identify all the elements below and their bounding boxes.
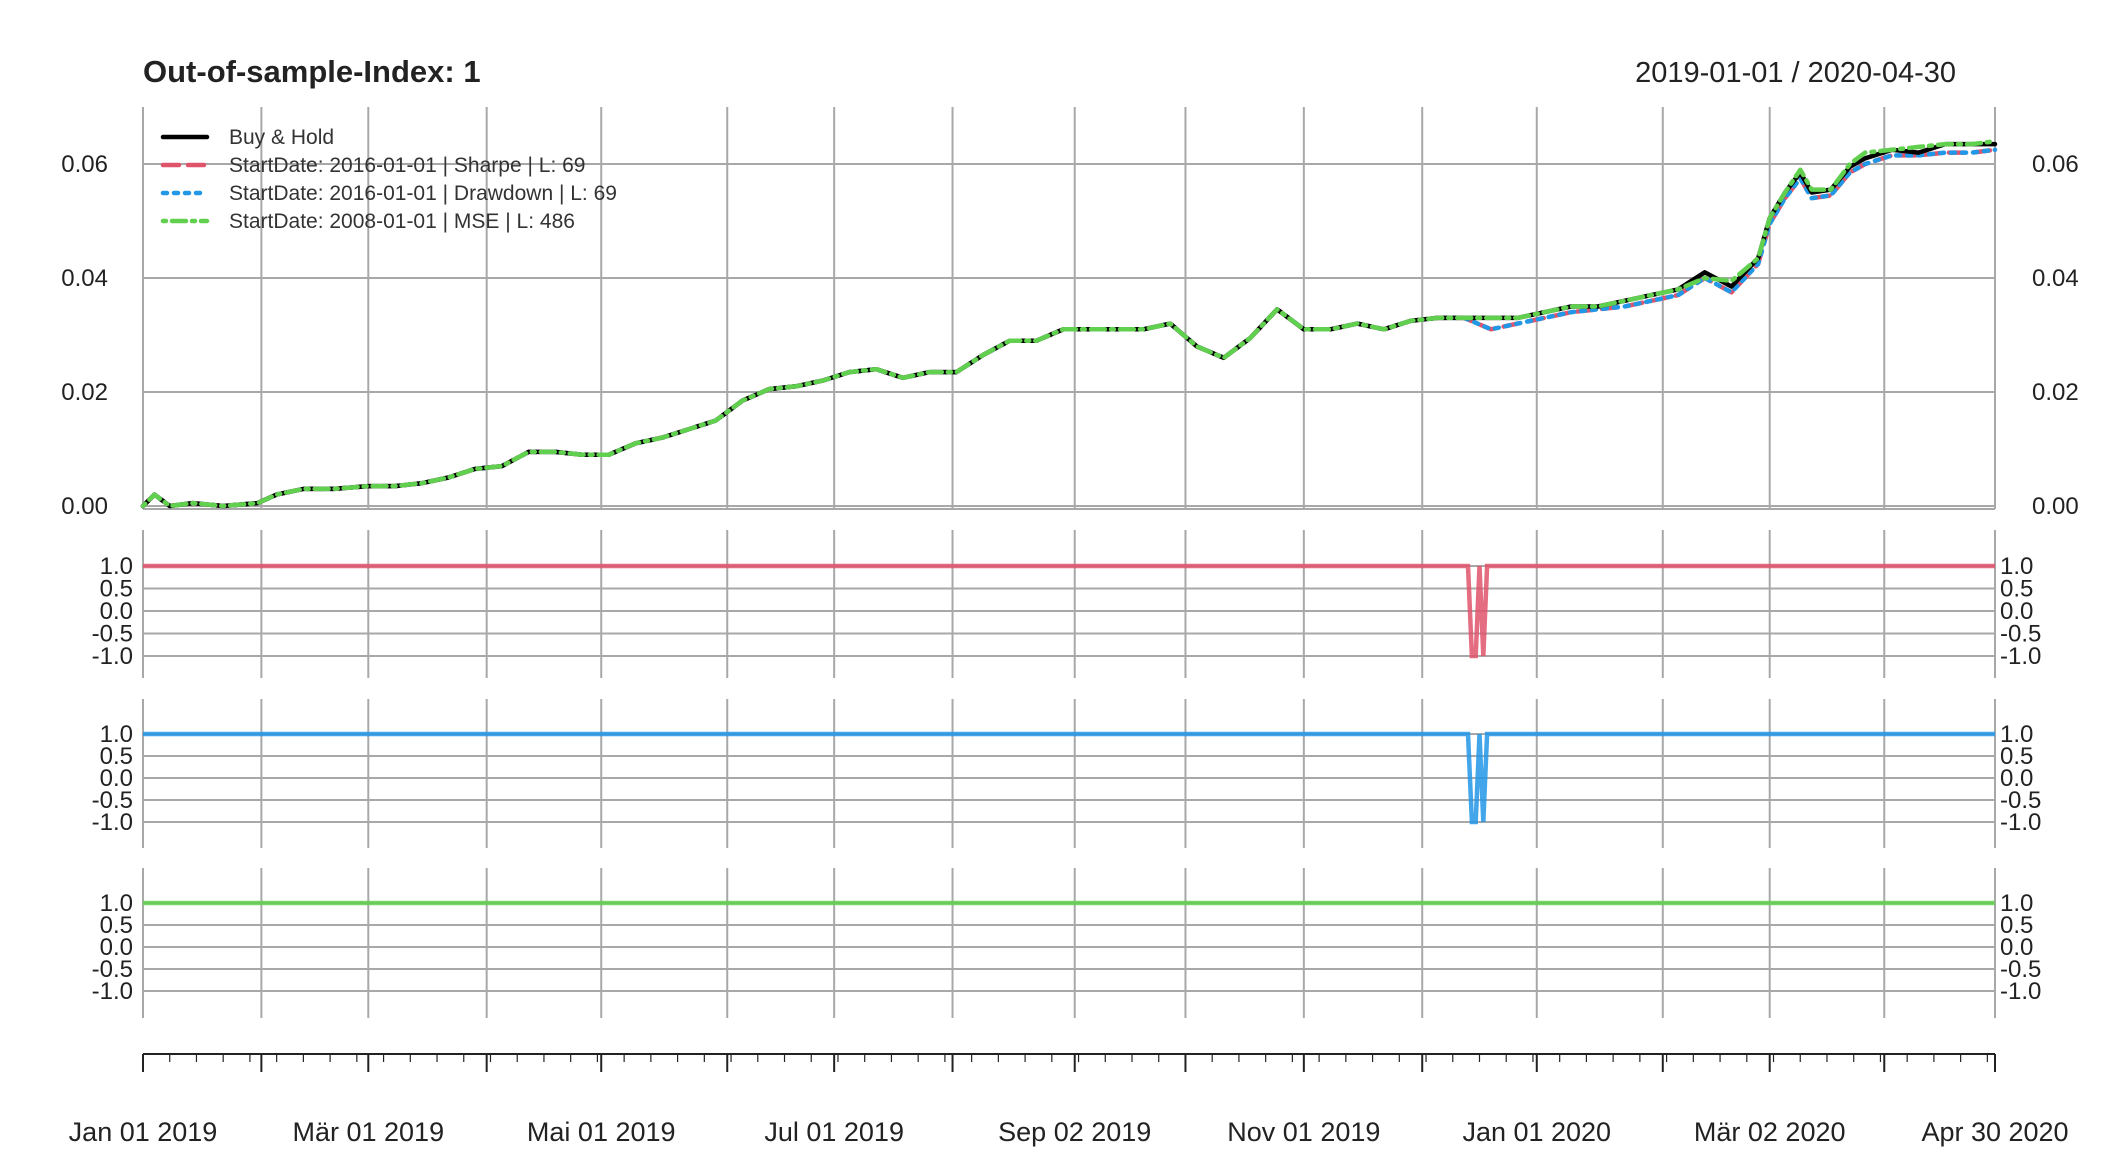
position-y-tick-left: -0.5 — [92, 956, 133, 983]
position-y-tick-right: 0.5 — [2000, 576, 2033, 603]
position-y-tick-right: -1.0 — [2000, 809, 2041, 836]
position-y-tick-right: 0.0 — [2000, 598, 2033, 625]
x-tick-label: Apr 30 2020 — [1921, 1117, 2068, 1147]
position-y-tick-right: 1.0 — [2000, 890, 2033, 917]
position-y-tick-left: 1.0 — [100, 721, 133, 748]
x-tick-label: Nov 01 2019 — [1227, 1117, 1380, 1147]
position-y-tick-right: 1.0 — [2000, 553, 2033, 580]
date-range-label: 2019-01-01 / 2020-04-30 — [1635, 57, 1956, 89]
y-tick-label-right: 0.00 — [2032, 493, 2079, 520]
position-y-tick-right: -1.0 — [2000, 978, 2041, 1005]
x-tick-label: Jan 01 2019 — [69, 1117, 218, 1147]
position-y-tick-left: 1.0 — [100, 890, 133, 917]
position-y-tick-left: 0.0 — [100, 934, 133, 961]
position-y-tick-left: 0.5 — [100, 912, 133, 939]
position-y-tick-left: -1.0 — [92, 643, 133, 670]
y-tick-label-right: 0.06 — [2032, 151, 2079, 178]
position-y-tick-right: -0.5 — [2000, 621, 2041, 648]
position-y-tick-left: -0.5 — [92, 787, 133, 814]
position-y-tick-left: 0.0 — [100, 765, 133, 792]
legend-label-drawdown: StartDate: 2016-01-01 | Drawdown | L: 69 — [229, 182, 617, 205]
position-y-tick-left: -1.0 — [92, 978, 133, 1005]
x-tick-label: Jan 01 2020 — [1462, 1117, 1611, 1147]
series-line-mse — [140, 138, 1998, 509]
position-y-tick-left: 0.5 — [100, 743, 133, 770]
position-y-tick-right: -0.5 — [2000, 787, 2041, 814]
series-layer — [140, 138, 1998, 906]
x-tick-label: Jul 01 2019 — [764, 1117, 904, 1147]
legend-label-buy_hold: Buy & Hold — [229, 126, 334, 149]
grid-layer — [142, 107, 1996, 1018]
x-tick-label: Mai 01 2019 — [527, 1117, 676, 1147]
y-tick-label-left: 0.02 — [61, 379, 108, 406]
y-tick-label-right: 0.04 — [2032, 265, 2079, 292]
x-tick-label: Sep 02 2019 — [998, 1117, 1151, 1147]
legend-label-mse: StartDate: 2008-01-01 | MSE | L: 486 — [229, 210, 575, 233]
position-y-tick-right: 0.5 — [2000, 743, 2033, 770]
position-y-tick-right: 1.0 — [2000, 721, 2033, 748]
legend: Buy & Hold StartDate: 2016-01-01 | Sharpe… — [160, 126, 617, 233]
legend-label-sharpe: StartDate: 2016-01-01 | Sharpe | L: 69 — [229, 154, 585, 177]
position-y-tick-right: -1.0 — [2000, 643, 2041, 670]
position-y-tick-left: -0.5 — [92, 621, 133, 648]
y-tick-label-left: 0.06 — [61, 151, 108, 178]
x-tick-label: Mär 01 2019 — [292, 1117, 444, 1147]
position-y-tick-right: -0.5 — [2000, 956, 2041, 983]
position-y-tick-left: 1.0 — [100, 553, 133, 580]
position-line-sharpe — [143, 563, 1995, 659]
axes-layer: 0.00 0.000.02 0.020.04 0.040.06 0.061.0 1.00.… — [61, 151, 2078, 1147]
position-y-tick-right: 0.0 — [2000, 934, 2033, 961]
position-line-drawdown — [143, 731, 1995, 825]
position-y-tick-right: 0.5 — [2000, 912, 2033, 939]
y-tick-label-left: 0.04 — [61, 265, 108, 292]
position-y-tick-left: -1.0 — [92, 809, 133, 836]
position-y-tick-left: 0.5 — [100, 576, 133, 603]
y-tick-label-right: 0.02 — [2032, 379, 2079, 406]
position-y-tick-right: 0.0 — [2000, 765, 2033, 792]
x-tick-label: Mär 02 2020 — [1694, 1117, 1846, 1147]
chart-title: Out-of-sample-Index: 1 — [143, 54, 481, 89]
position-y-tick-left: 0.0 — [100, 598, 133, 625]
y-tick-label-left: 0.00 — [61, 493, 108, 520]
